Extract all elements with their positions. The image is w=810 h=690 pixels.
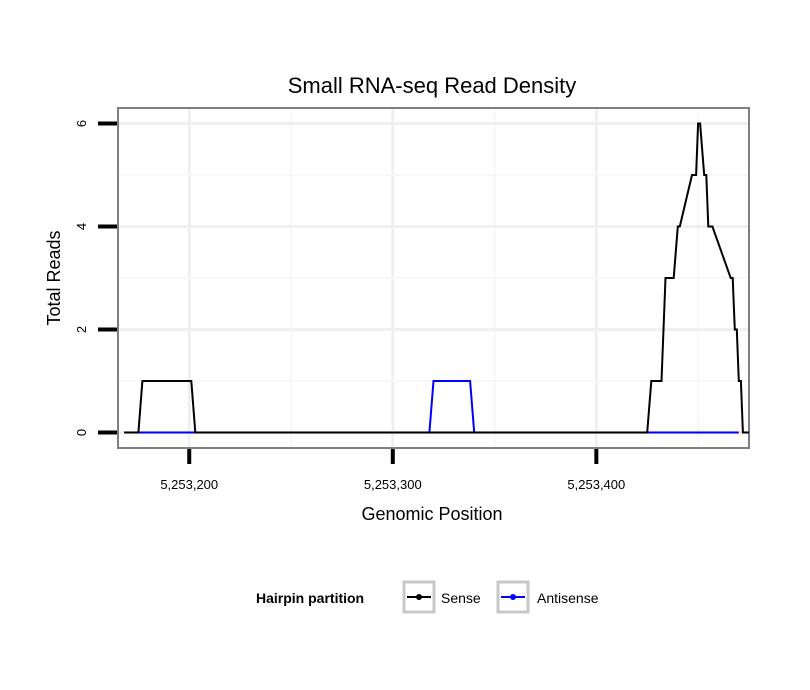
y-tick-label: 0 xyxy=(74,429,89,436)
y-tick-label: 4 xyxy=(74,223,89,230)
series-line-sense xyxy=(124,122,749,434)
grid xyxy=(118,108,749,448)
legend-label-sense: Sense xyxy=(441,590,481,606)
x-tick-label: 5,253,300 xyxy=(364,477,422,492)
legend-label-antisense: Antisense xyxy=(537,590,599,606)
chart-title: Small RNA-seq Read Density xyxy=(288,73,577,98)
y-tick-label: 2 xyxy=(74,326,89,333)
x-axis-ticks: 5,253,200 5,253,300 5,253,400 xyxy=(160,449,625,492)
plot-panel-border xyxy=(117,107,750,449)
series-layer xyxy=(124,122,749,434)
legend-item-antisense: Antisense xyxy=(496,580,599,614)
y-tick-label: 6 xyxy=(74,120,89,127)
legend: Hairpin partition Sense Antisense xyxy=(256,580,599,614)
y-axis-ticks: 0 2 4 6 xyxy=(74,120,117,436)
legend-point-antisense xyxy=(510,594,516,600)
x-tick-label: 5,253,400 xyxy=(567,477,625,492)
legend-item-sense: Sense xyxy=(402,580,481,614)
x-axis-title: Genomic Position xyxy=(361,504,502,524)
y-axis-title: Total Reads xyxy=(44,230,64,325)
x-tick-label: 5,253,200 xyxy=(160,477,218,492)
legend-title: Hairpin partition xyxy=(256,590,364,606)
legend-point-sense xyxy=(416,594,422,600)
